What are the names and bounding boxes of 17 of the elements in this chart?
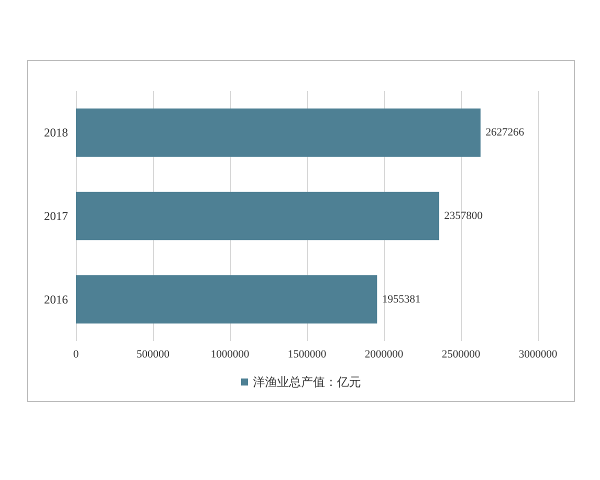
bar [76, 275, 378, 324]
bar [76, 108, 481, 157]
x-tick-label: 0 [73, 348, 80, 360]
x-tick-label: 3000000 [518, 348, 558, 360]
x-tick-label: 500000 [136, 348, 170, 360]
x-tick-label: 1500000 [288, 348, 327, 360]
data-label: 1955381 [382, 293, 421, 306]
data-label: 2357800 [444, 210, 484, 222]
bar [76, 192, 440, 240]
x-tick-label: 1000000 [210, 348, 250, 360]
y-tick-label: 2018 [44, 126, 68, 140]
x-tick-label: 2500000 [442, 348, 481, 360]
y-tick-label: 2016 [44, 292, 68, 306]
x-tick-label: 2000000 [364, 348, 404, 360]
data-label: 2627266 [486, 126, 525, 139]
y-tick-label: 2017 [44, 209, 68, 223]
legend-label: 洋渔业总产值：亿元 [253, 375, 361, 389]
